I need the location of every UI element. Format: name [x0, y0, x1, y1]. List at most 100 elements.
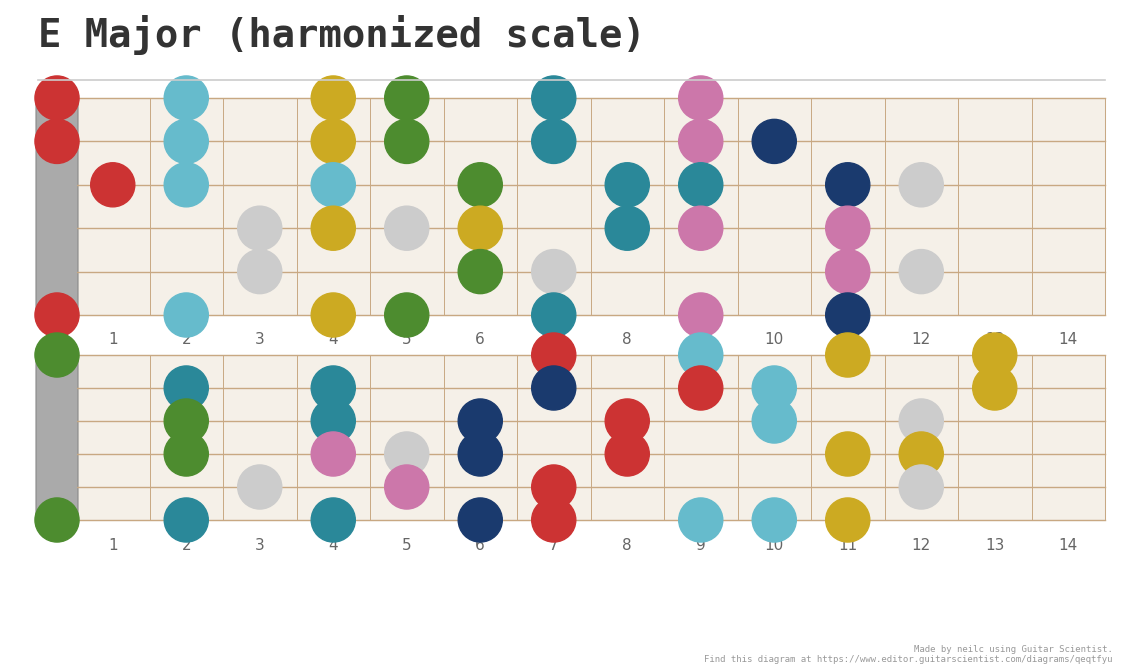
Text: 8: 8 — [622, 332, 632, 347]
Text: 1: 1 — [108, 332, 118, 347]
Circle shape — [238, 249, 282, 294]
Circle shape — [826, 163, 870, 207]
Bar — [39, 355, 1105, 520]
Circle shape — [312, 120, 356, 163]
Circle shape — [531, 249, 576, 294]
Circle shape — [679, 120, 723, 163]
Circle shape — [91, 163, 135, 207]
Text: 9: 9 — [696, 538, 706, 553]
Circle shape — [385, 206, 428, 250]
Text: 14: 14 — [1058, 538, 1077, 553]
Circle shape — [312, 76, 356, 120]
Text: 11: 11 — [838, 332, 858, 347]
Circle shape — [679, 76, 723, 120]
Circle shape — [164, 120, 208, 163]
Circle shape — [679, 206, 723, 250]
Text: 14: 14 — [1058, 332, 1077, 347]
Circle shape — [238, 465, 282, 509]
FancyBboxPatch shape — [36, 353, 78, 522]
Circle shape — [531, 498, 576, 542]
Circle shape — [385, 432, 428, 476]
Text: 1: 1 — [108, 538, 118, 553]
Circle shape — [312, 366, 356, 410]
Circle shape — [35, 498, 79, 542]
Circle shape — [35, 76, 79, 120]
Circle shape — [679, 293, 723, 337]
Text: 7: 7 — [548, 332, 559, 347]
Circle shape — [826, 293, 870, 337]
Circle shape — [164, 498, 208, 542]
Circle shape — [900, 399, 944, 443]
Circle shape — [164, 399, 208, 443]
Circle shape — [312, 293, 356, 337]
Circle shape — [385, 293, 428, 337]
Text: 4: 4 — [329, 332, 338, 347]
Text: 3: 3 — [255, 332, 265, 347]
Circle shape — [531, 120, 576, 163]
Circle shape — [973, 366, 1016, 410]
Text: 9: 9 — [696, 332, 706, 347]
Circle shape — [826, 498, 870, 542]
Text: 12: 12 — [912, 538, 931, 553]
Circle shape — [312, 206, 356, 250]
Circle shape — [164, 76, 208, 120]
Circle shape — [752, 498, 796, 542]
Circle shape — [531, 76, 576, 120]
Circle shape — [531, 366, 576, 410]
Text: E Major (harmonized scale): E Major (harmonized scale) — [39, 15, 646, 55]
Text: 2: 2 — [181, 332, 191, 347]
Text: 10: 10 — [765, 538, 784, 553]
Circle shape — [458, 432, 502, 476]
Text: 6: 6 — [476, 332, 485, 347]
Circle shape — [385, 120, 428, 163]
Text: 3: 3 — [255, 538, 265, 553]
Circle shape — [900, 249, 944, 294]
Text: 11: 11 — [838, 538, 858, 553]
Circle shape — [164, 163, 208, 207]
Circle shape — [826, 432, 870, 476]
Circle shape — [35, 333, 79, 377]
Circle shape — [900, 432, 944, 476]
Circle shape — [458, 399, 502, 443]
Circle shape — [312, 163, 356, 207]
Text: 5: 5 — [402, 538, 411, 553]
Circle shape — [312, 399, 356, 443]
Circle shape — [35, 120, 79, 163]
Circle shape — [973, 333, 1016, 377]
Circle shape — [35, 293, 79, 337]
Circle shape — [605, 206, 649, 250]
Circle shape — [238, 206, 282, 250]
Circle shape — [385, 76, 428, 120]
Circle shape — [752, 399, 796, 443]
Circle shape — [458, 249, 502, 294]
Circle shape — [312, 498, 356, 542]
Circle shape — [826, 249, 870, 294]
Circle shape — [458, 498, 502, 542]
Text: 2: 2 — [181, 538, 191, 553]
Circle shape — [752, 366, 796, 410]
Text: 13: 13 — [985, 538, 1005, 553]
Circle shape — [164, 432, 208, 476]
Circle shape — [458, 206, 502, 250]
Circle shape — [164, 293, 208, 337]
Text: 7: 7 — [548, 538, 559, 553]
Circle shape — [826, 333, 870, 377]
FancyBboxPatch shape — [36, 96, 78, 317]
Text: 6: 6 — [476, 538, 485, 553]
Text: 5: 5 — [402, 332, 411, 347]
Circle shape — [679, 163, 723, 207]
Circle shape — [900, 465, 944, 509]
Text: 13: 13 — [985, 332, 1005, 347]
Circle shape — [679, 498, 723, 542]
Circle shape — [605, 163, 649, 207]
Circle shape — [900, 163, 944, 207]
Bar — [39, 98, 1105, 315]
Circle shape — [458, 163, 502, 207]
Circle shape — [826, 206, 870, 250]
Text: 4: 4 — [329, 538, 338, 553]
Circle shape — [605, 432, 649, 476]
Circle shape — [531, 293, 576, 337]
Circle shape — [605, 399, 649, 443]
Text: Made by neilc using Guitar Scientist.
Find this diagram at https://www.editor.gu: Made by neilc using Guitar Scientist. Fi… — [705, 644, 1113, 664]
Circle shape — [679, 366, 723, 410]
